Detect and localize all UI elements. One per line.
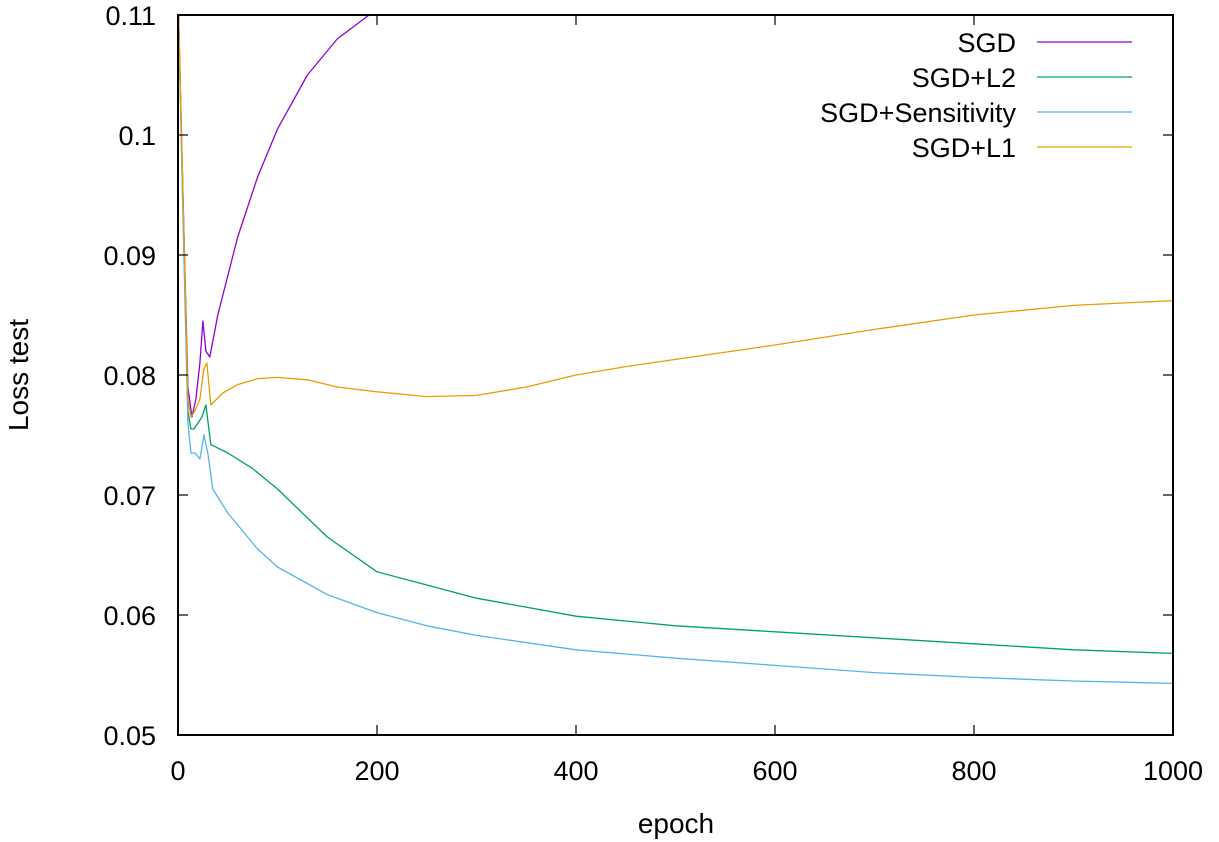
series-layer	[178, 15, 1173, 685]
y-tick-label: 0.1	[118, 121, 156, 151]
x-tick-label: 800	[951, 756, 996, 786]
y-axis-title: Loss test	[3, 319, 34, 431]
legend-label: SGD	[957, 28, 1016, 58]
x-tick-label: 400	[553, 756, 598, 786]
legend-label: SGD+L1	[912, 133, 1016, 163]
legend-label: SGD+L2	[912, 63, 1016, 93]
x-axis-title: epoch	[638, 808, 714, 839]
y-tick-label: 0.05	[103, 721, 156, 751]
x-tick-label: 600	[752, 756, 797, 786]
y-axis: 0.05 0.06 0.07 0.08 0.09 0.1 0.11	[103, 1, 1173, 751]
series-line-sgd	[178, 15, 371, 418]
series-line-sgd-l2	[178, 15, 1173, 655]
x-tick-label: 200	[354, 756, 399, 786]
series-line-sgd-l1	[178, 15, 1173, 418]
legend: SGD SGD+L2 SGD+Sensitivity SGD+L1	[820, 28, 1132, 163]
x-axis: 0 200 400 600 800 1000	[170, 15, 1203, 786]
legend-label: SGD+Sensitivity	[820, 98, 1016, 128]
y-tick-label: 0.07	[103, 481, 156, 511]
y-tick-label: 0.09	[103, 241, 156, 271]
y-tick-label: 0.06	[103, 601, 156, 631]
plot-frame	[177, 14, 1174, 736]
series-line-sgd-sensitivity	[178, 15, 1173, 685]
y-tick-label: 0.08	[103, 361, 156, 391]
x-tick-label: 1000	[1143, 756, 1203, 786]
x-tick-label: 0	[170, 756, 185, 786]
y-tick-label: 0.11	[105, 1, 156, 31]
